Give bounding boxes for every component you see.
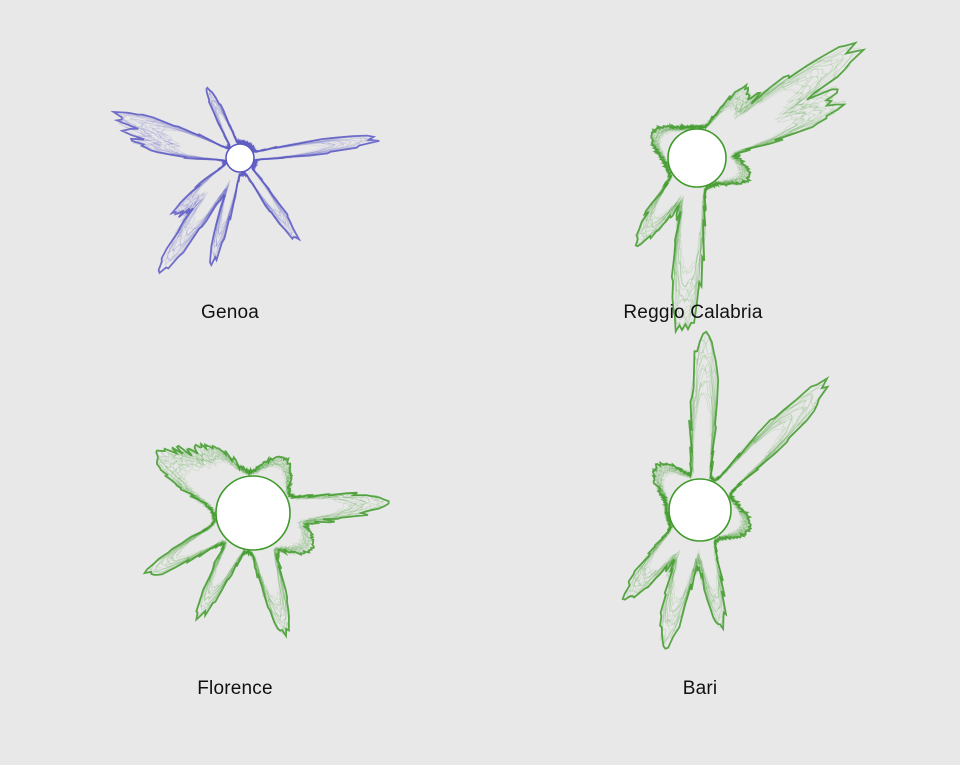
- city-panel-reggio-calabria: Reggio Calabria: [543, 22, 867, 340]
- star-outline: [151, 105, 337, 237]
- city-label-reggio-calabria: Reggio Calabria: [623, 302, 763, 323]
- city-shape-bari: [621, 329, 830, 650]
- star-core: [215, 475, 291, 551]
- city-label-genoa: Genoa: [200, 302, 260, 323]
- city-shape-reggio-calabria: [634, 41, 867, 335]
- star-outline: [122, 92, 362, 267]
- city-panel-florence: Florence: [85, 395, 390, 715]
- star-core: [668, 478, 732, 542]
- star-outline: [621, 330, 830, 650]
- star-outline: [110, 86, 380, 275]
- city-label-florence: Florence: [197, 678, 273, 699]
- city-panel-bari: Bari: [550, 329, 850, 715]
- city-shape-genoa: [110, 86, 380, 275]
- star-outline: [634, 41, 867, 335]
- star-core: [667, 128, 727, 188]
- city-shape-florence: [142, 441, 390, 639]
- star-outline: [624, 336, 827, 646]
- city-panel-genoa: Genoa: [80, 50, 380, 340]
- star-core: [225, 143, 255, 173]
- city-label-bari: Bari: [682, 678, 718, 699]
- star-outline: [142, 441, 390, 639]
